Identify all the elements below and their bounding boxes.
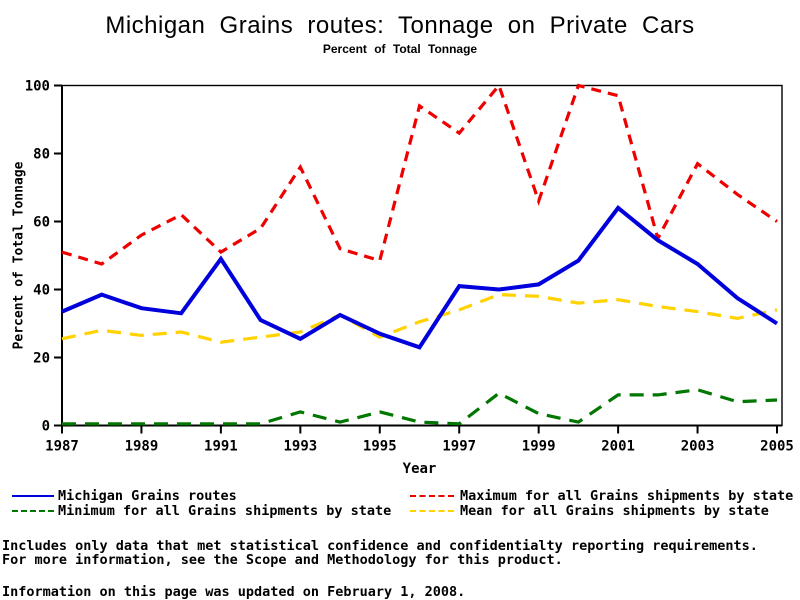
y-axis-tick-label: 60 bbox=[33, 215, 50, 231]
line-chart: 0 20 40 60 80 100 1987 1989 1991 1993 1995 1997 1999… bbox=[25, 79, 794, 455]
series-line-0 bbox=[61, 205, 779, 350]
chart-title: Michigan Grains routes: Tonnage on Priva… bbox=[105, 12, 695, 39]
x-axis-tick-label: 1999 bbox=[522, 439, 556, 455]
legend-sample-mean bbox=[410, 510, 454, 512]
x-axis-tick-label: 1989 bbox=[125, 439, 159, 455]
x-axis-title: Year bbox=[402, 461, 437, 477]
y-axis-tick-label: 20 bbox=[33, 351, 50, 367]
footnote-confidence: Includes only data that met statistical … bbox=[2, 538, 758, 554]
x-axis-tick-label: 2003 bbox=[681, 439, 715, 455]
y-axis-tick-label: 100 bbox=[25, 79, 50, 95]
x-axis-tick-label: 1993 bbox=[283, 439, 317, 455]
y-axis-tick-label: 40 bbox=[33, 283, 50, 299]
plot-frame bbox=[61, 84, 783, 427]
legend-sample-michigan-grains-routes bbox=[12, 495, 54, 497]
chart-subtitle: Percent of Total Tonnage bbox=[322, 42, 478, 56]
footnote-updated: Information on this page was updated on … bbox=[2, 584, 466, 600]
y-axis-title: Percent of Total Tonnage bbox=[11, 161, 27, 350]
legend-label-michigan-grains-routes: Michigan Grains routes bbox=[58, 488, 237, 504]
series-line-2 bbox=[62, 388, 778, 426]
x-axis-tick-label: 1991 bbox=[204, 439, 238, 455]
x-axis-tick-label: 2001 bbox=[601, 439, 635, 455]
x-axis-tick-label: 1987 bbox=[45, 439, 79, 455]
x-axis-tick-label: 2005 bbox=[760, 439, 794, 455]
y-axis-tick-label: 80 bbox=[33, 147, 50, 163]
series-line-1 bbox=[61, 82, 778, 266]
legend-label-mean: Mean for all Grains shipments by state bbox=[460, 503, 769, 519]
legend-label-minimum: Minimum for all Grains shipments by stat… bbox=[58, 503, 392, 519]
x-axis-tick-label: 1995 bbox=[363, 439, 397, 455]
footnote-scope: For more information, see the Scope and … bbox=[2, 552, 563, 568]
legend-sample-minimum bbox=[12, 510, 54, 512]
x-axis-tick-label: 1997 bbox=[442, 439, 476, 455]
legend-sample-maximum bbox=[410, 495, 454, 497]
legend-label-maximum: Maximum for all Grains shipments by stat… bbox=[460, 488, 794, 504]
y-axis-tick-label: 0 bbox=[42, 419, 50, 435]
series-line-3 bbox=[61, 292, 778, 344]
